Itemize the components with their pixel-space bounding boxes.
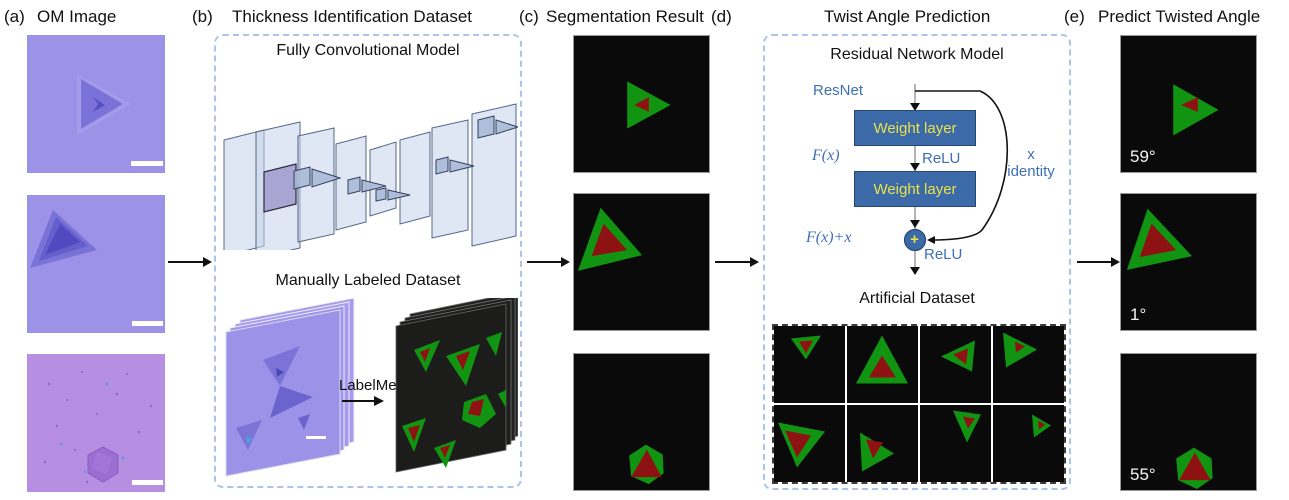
panel-d-tag: (d)	[711, 7, 732, 26]
om-image-1-graphic	[27, 35, 165, 173]
artificial-sample-8	[993, 405, 1064, 482]
om-image-3	[27, 354, 165, 492]
panel-b-title: Thickness Identification Dataset	[232, 7, 473, 26]
scale-bar	[132, 321, 163, 326]
om-image-3-graphic	[27, 354, 165, 492]
artificial-sample-4	[993, 326, 1064, 403]
resnet-title: Residual Network Model	[830, 46, 1004, 63]
mld-diagram	[218, 291, 519, 488]
predicted-angle-3: 55°	[1130, 465, 1156, 484]
scale-bar	[131, 161, 163, 166]
flow-arrow-b-to-c-icon	[527, 257, 570, 267]
relu-label-1: ReLU	[922, 150, 961, 167]
panel-b-box	[214, 34, 522, 488]
plus-sign: +	[910, 231, 919, 248]
prediction-image-2: 1°	[1120, 193, 1257, 331]
panel-a-tag: (a)	[4, 7, 25, 26]
om-image-2-graphic	[27, 195, 165, 333]
artificial-sample-2	[847, 326, 918, 403]
panel-c-title: Segmentation Result	[546, 7, 704, 26]
artificial-sample-5	[774, 405, 845, 482]
flow-arrow-a-to-b-icon	[168, 257, 212, 267]
artificial-sample-6	[847, 405, 918, 482]
artificial-sample-1	[774, 326, 845, 403]
artificial-sample-3	[920, 326, 991, 403]
segmentation-image-2	[573, 193, 710, 331]
om-image-1	[27, 35, 165, 173]
identity-label-x: x	[1027, 146, 1035, 163]
flow-arrow-d-to-e-icon	[1077, 257, 1120, 267]
scale-bar	[132, 480, 163, 485]
addition-node	[903, 228, 927, 252]
artificial-dataset-grid	[772, 324, 1066, 484]
artificial-dataset-title: Artificial Dataset	[859, 290, 975, 307]
fx-plus-x-label: F(x)+x	[806, 229, 852, 246]
identity-label: x identity	[998, 146, 1064, 181]
segmentation-image-3	[573, 353, 710, 491]
panel-c-tag: (c)	[519, 7, 539, 26]
flow-arrow-c-to-d-icon	[715, 257, 759, 267]
predicted-angle-2: 1°	[1130, 305, 1147, 324]
panel-d-title: Twist Angle Prediction	[824, 7, 991, 26]
relu-label-2: ReLU	[924, 246, 963, 263]
panel-e-tag: (e)	[1064, 7, 1085, 26]
panel-a-title: OM Image	[37, 7, 117, 26]
identity-label-text: identity	[1007, 163, 1055, 181]
panel-b-tag: (b)	[192, 7, 213, 26]
panel-d-box	[763, 34, 1071, 490]
panel-e-title: Predict Twisted Angle	[1098, 7, 1261, 26]
prediction-image-1: 59°	[1120, 35, 1257, 173]
prediction-image-3: 55°	[1120, 353, 1257, 491]
fcn-diagram	[220, 68, 520, 259]
resnet-label: ResNet	[813, 82, 864, 99]
fx-label: F(x)	[812, 147, 840, 164]
om-image-2	[27, 195, 165, 333]
weight-layer-2-box: Weight layer	[854, 171, 976, 207]
fcn-title: Fully Convolutional Model	[276, 42, 460, 59]
segmentation-image-1	[573, 35, 710, 173]
artificial-sample-7	[920, 405, 991, 482]
weight-layer-1-box: Weight layer	[854, 110, 976, 146]
mld-title: Manually Labeled Dataset	[275, 272, 461, 289]
predicted-angle-1: 59°	[1130, 147, 1156, 166]
identity-skip-connection	[915, 90, 1009, 241]
labelme-label: LabelMe	[339, 377, 397, 394]
